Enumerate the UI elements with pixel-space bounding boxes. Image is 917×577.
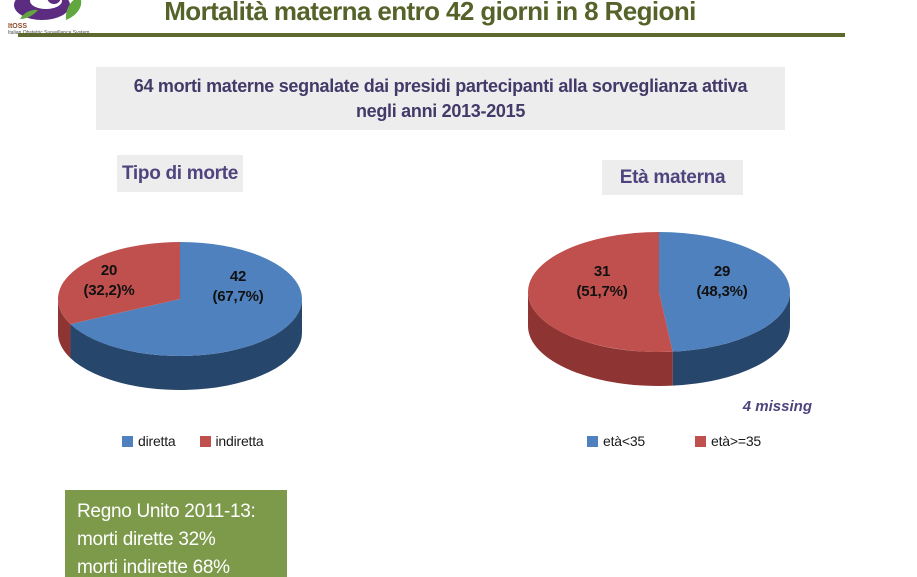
title-divider: [18, 33, 845, 37]
summary-banner-line2: negli anni 2013-2015: [355, 101, 526, 121]
pie-label-indiretta: 20 (32,2)%: [83, 262, 135, 299]
pie-label-diretta: 42 (67,7%): [212, 268, 264, 305]
pie-label-eta-over-35: 31 (51,7%): [576, 263, 628, 300]
legend-swatch-indiretta: [199, 435, 211, 447]
section-label-eta-materna: Età materna: [602, 160, 743, 195]
uk-comparison-line3: morti indirette 68%: [77, 557, 230, 577]
logo-abbr: ItOSS: [8, 23, 28, 30]
pie-eta-materna-svg: [528, 232, 790, 386]
pie-label-eta-under-35: 29 (48,3%): [696, 263, 748, 300]
legend-eta-materna: età<35 età>=35: [587, 433, 761, 449]
legend-item-eta-under-35: età<35: [587, 433, 645, 449]
summary-banner: 64 morti materne segnalate dai presidi p…: [96, 67, 785, 130]
itoss-logo-icon: [14, 0, 82, 20]
legend-item-eta-over-35: età>=35: [695, 433, 761, 449]
legend-swatch-eta-under-35: [587, 435, 598, 447]
legend-item-indiretta: indiretta: [199, 433, 264, 449]
itoss-logo: ItOSS Italian Obstetric Surveillance Sys…: [8, 0, 126, 36]
legend-swatch-eta-over-35: [695, 435, 707, 447]
uk-comparison-box: Regno Unito 2011-13: morti dirette 32% m…: [65, 490, 287, 577]
uk-comparison-line2: morti dirette 32%: [77, 529, 216, 550]
legend-item-diretta: diretta: [122, 433, 176, 449]
missing-note: 4 missing: [742, 398, 812, 415]
pie-tipo-di-morte-svg: [58, 242, 302, 390]
summary-banner-line1: 64 morti materne segnalate dai presidi p…: [133, 76, 748, 96]
uk-comparison-line1: Regno Unito 2011-13:: [77, 501, 256, 522]
legend-swatch-diretta: [122, 435, 133, 447]
page-title: Mortalità materna entro 42 giorni in 8 R…: [164, 0, 696, 26]
pie-chart-tipo-di-morte: 42 (67,7%) 20 (32,2)%: [58, 240, 302, 395]
legend-tipo-di-morte: diretta indiretta: [122, 433, 264, 449]
pie-chart-eta-materna: 29 (48,3%) 31 (51,7%): [528, 231, 790, 391]
section-label-tipo-di-morte: Tipo di morte: [117, 155, 243, 192]
